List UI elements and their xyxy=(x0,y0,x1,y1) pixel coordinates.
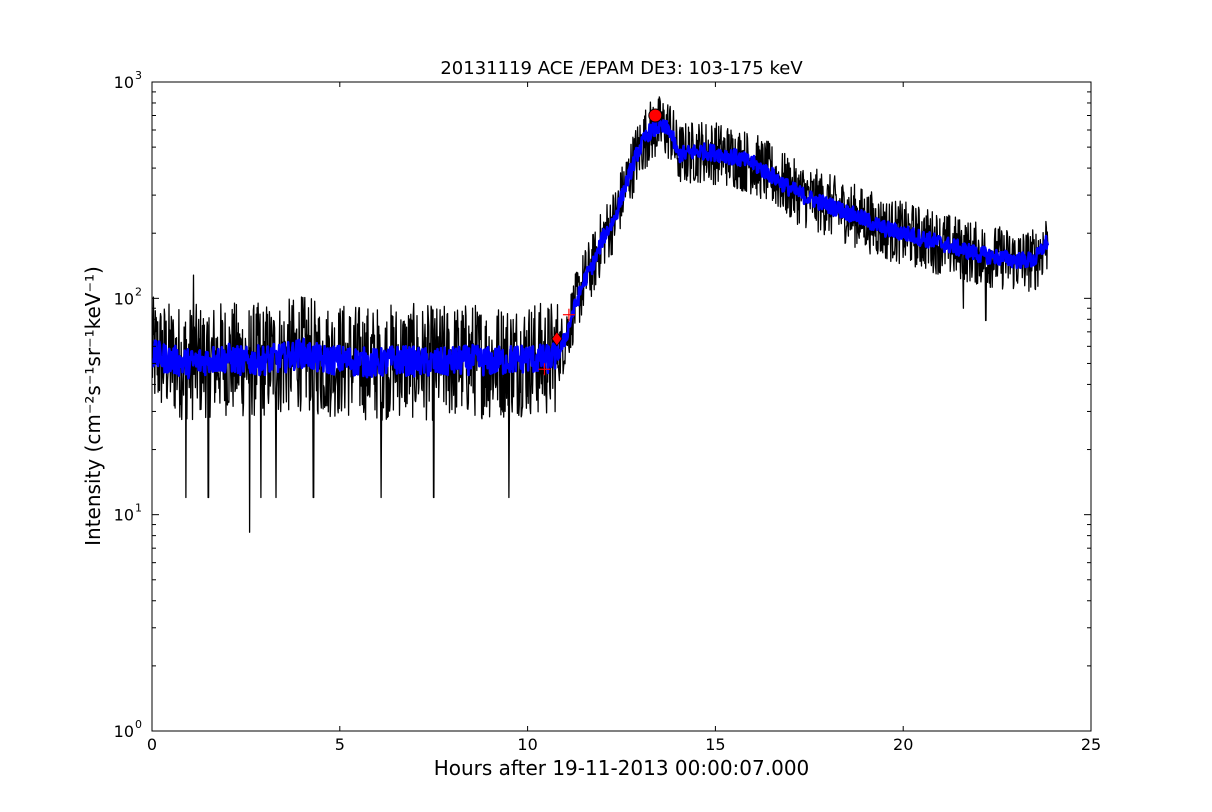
raw-intensity-line xyxy=(152,96,1049,533)
x-tick-label: 25 xyxy=(1081,735,1101,754)
series-layer xyxy=(152,96,1050,533)
marker-layer xyxy=(538,108,663,376)
plot-frame xyxy=(151,81,1092,732)
y-tick-label: 10 xyxy=(114,73,134,92)
plus-marker xyxy=(562,308,575,321)
chart-title: 20131119 ACE /EPAM DE3: 103-175 keV xyxy=(440,58,803,79)
y-tick-label: 10 xyxy=(114,289,134,308)
y-tick-label: 10 xyxy=(114,506,134,525)
smoothed-intensity-line xyxy=(152,117,1050,380)
onset-marker xyxy=(551,331,563,347)
y-tick-exponent: 1 xyxy=(135,502,142,515)
x-tick-label: 10 xyxy=(517,735,537,754)
x-tick-label: 20 xyxy=(893,735,913,754)
y-tick-exponent: 3 xyxy=(135,69,142,82)
x-tick-label: 0 xyxy=(147,735,157,754)
y-tick-exponent: 0 xyxy=(135,718,142,731)
y-tick-exponent: 2 xyxy=(135,285,142,298)
y-tick-label: 10 xyxy=(114,722,134,741)
peak-marker xyxy=(648,108,663,123)
x-axis-label: Hours after 19-11-2013 00:00:07.000 xyxy=(434,756,810,780)
x-tick-label: 5 xyxy=(335,735,345,754)
y-axis-label: Intensity (cm⁻²s⁻¹sr⁻¹keV⁻¹) xyxy=(81,266,105,546)
plus-marker xyxy=(538,363,551,376)
x-tick-label: 15 xyxy=(705,735,725,754)
